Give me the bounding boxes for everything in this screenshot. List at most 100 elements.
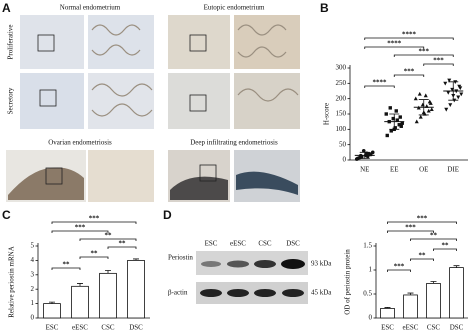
dot — [446, 90, 451, 95]
section-label: Ovarian endometriosis — [48, 139, 112, 147]
micrographs — [6, 15, 300, 202]
dot — [394, 109, 398, 113]
significance-label: ** — [91, 250, 99, 258]
significance-bracket — [433, 248, 457, 251]
size-label: 45 kDa — [311, 289, 332, 297]
significance-bracket — [364, 37, 454, 40]
dot — [459, 92, 464, 97]
y-tick-label: 5 — [31, 242, 35, 250]
significance-bracket — [79, 238, 137, 241]
significance-label: **** — [387, 40, 402, 48]
significance-bracket — [393, 74, 425, 77]
x-tick-label: ESC — [46, 324, 59, 332]
bar — [127, 259, 145, 319]
lane-label: DSC — [286, 240, 300, 248]
y-tick-label: 1 — [369, 266, 373, 274]
y-tick-label: 4 — [31, 256, 35, 264]
error-bar — [389, 113, 400, 130]
x-tick-label: DSC — [450, 324, 464, 332]
y-tick-label: 300 — [336, 64, 347, 72]
significance-bracket — [107, 246, 137, 249]
significance-label: **** — [373, 79, 388, 87]
dot — [384, 112, 388, 116]
dot — [399, 124, 403, 128]
significance-label: *** — [89, 215, 100, 223]
column-label: Eutopic endometrium — [204, 4, 265, 12]
significance-bracket — [79, 256, 109, 259]
dot — [354, 157, 359, 161]
panel-letter: C — [2, 208, 11, 222]
significance-bracket — [410, 238, 457, 241]
significance-label: *** — [433, 57, 444, 65]
significance-bracket — [410, 258, 434, 261]
section-label: Deep infiltrating endometriosis — [190, 139, 278, 147]
significance-label: ** — [105, 232, 113, 240]
y-tick-label: 0.5 — [363, 290, 372, 298]
x-tick-label: eESC — [72, 324, 88, 332]
significance-label: ** — [442, 242, 450, 250]
y-tick-label: 0 — [343, 156, 347, 164]
lane-label: CSC — [258, 240, 272, 248]
significance-bracket — [364, 85, 395, 88]
bar — [71, 285, 89, 319]
dot — [456, 95, 461, 100]
dot — [426, 108, 431, 113]
significance-label: *** — [394, 263, 405, 271]
significance-bracket — [51, 221, 137, 224]
dot — [417, 91, 422, 96]
significance-bracket — [393, 54, 454, 57]
significance-bracket — [51, 267, 81, 270]
y-tick-label: 100 — [336, 125, 347, 133]
y-tick-label: 1.5 — [363, 242, 372, 250]
significance-label: *** — [417, 215, 428, 223]
significance-bracket — [387, 221, 457, 224]
y-tick-label: 0 — [369, 314, 373, 322]
y-axis-label: Relative periostin mRNA — [8, 246, 16, 318]
dot — [447, 78, 452, 83]
dot — [397, 123, 401, 127]
dot — [423, 93, 428, 98]
y-tick-label: 2 — [31, 285, 35, 293]
significance-label: ** — [119, 240, 127, 248]
dot — [389, 129, 393, 133]
x-tick-label: CSC — [427, 324, 441, 332]
protein-label: Periostin — [168, 254, 193, 262]
significance-label: *** — [404, 68, 415, 76]
y-tick-label: 50 — [339, 140, 347, 148]
x-tick-label: OE — [419, 166, 428, 174]
y-axis-label: OD of periostin protein — [344, 249, 352, 315]
bar — [99, 272, 117, 319]
x-tick-label: eESC — [403, 324, 419, 332]
dot — [388, 106, 392, 110]
significance-label: ** — [430, 232, 438, 240]
significance-bracket — [364, 46, 425, 49]
dot — [443, 81, 448, 86]
dot — [414, 119, 419, 124]
significance-bracket — [423, 63, 454, 66]
y-tick-label: 1 — [31, 299, 35, 307]
dot — [391, 116, 395, 121]
x-tick-label: EE — [390, 166, 399, 174]
y-tick-label: 3 — [31, 270, 35, 278]
significance-bracket — [51, 230, 109, 233]
significance-label: *** — [419, 48, 430, 56]
y-axis-label: H-score — [323, 103, 331, 125]
row-label: Secretory — [7, 87, 15, 114]
error-bar — [448, 81, 459, 101]
column-label: Normal endometrium — [60, 4, 121, 12]
x-tick-label: NE — [360, 166, 369, 174]
x-tick-label: DSC — [129, 324, 143, 332]
bar — [449, 267, 464, 319]
panel-letter: D — [163, 208, 172, 222]
western-blot — [196, 251, 308, 304]
dot — [385, 133, 389, 138]
dot — [448, 103, 453, 107]
panel-letter: B — [320, 1, 329, 15]
row-label: Proliferative — [7, 25, 15, 60]
significance-label: ** — [419, 252, 427, 260]
dot — [400, 121, 404, 125]
dot — [458, 86, 463, 91]
error-bar — [359, 151, 370, 159]
y-tick-label: 250 — [336, 79, 347, 87]
bar — [426, 283, 441, 319]
